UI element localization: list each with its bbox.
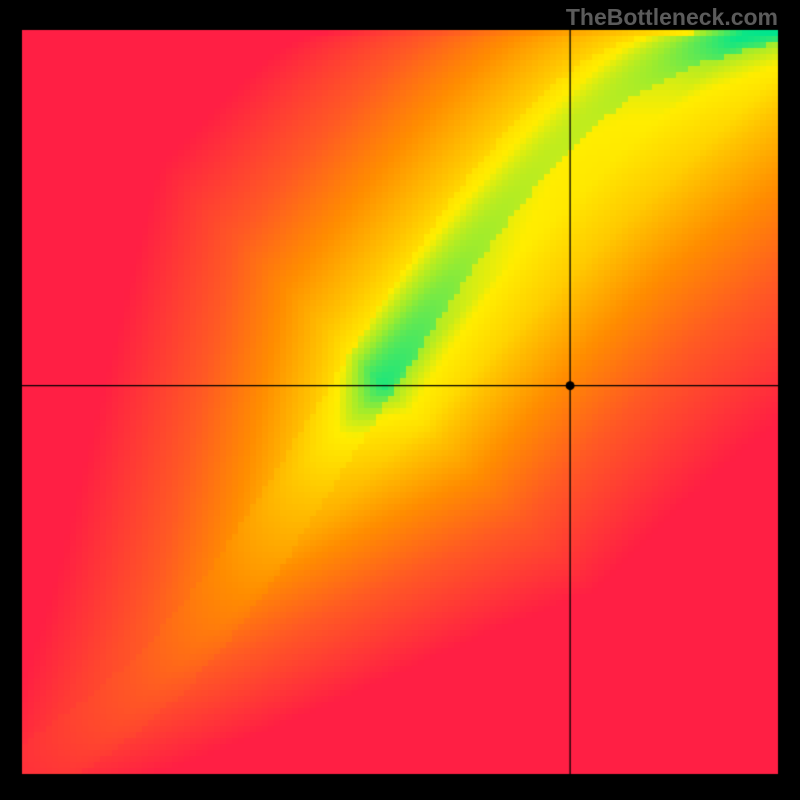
heatmap-canvas — [0, 0, 800, 800]
chart-container: TheBottleneck.com — [0, 0, 800, 800]
watermark-text: TheBottleneck.com — [566, 4, 778, 31]
